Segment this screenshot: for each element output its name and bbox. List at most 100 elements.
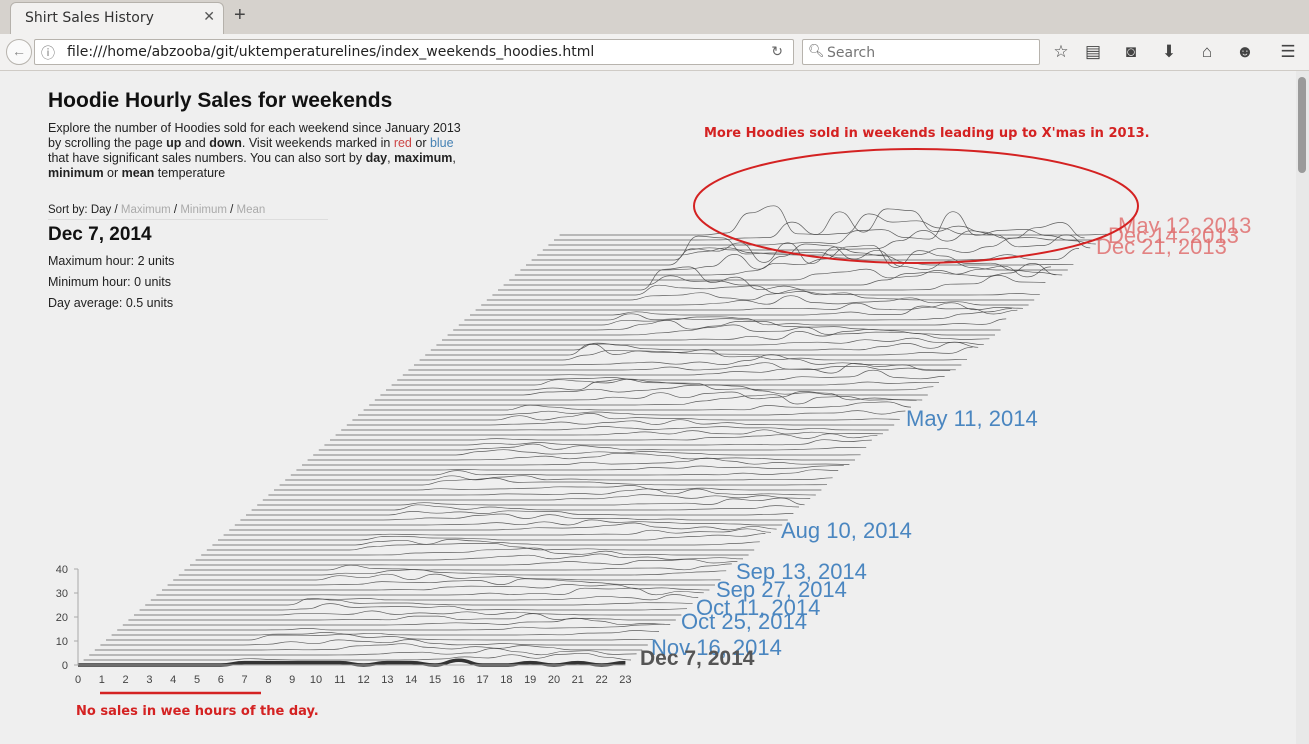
- y-tick-label: 20: [56, 612, 68, 624]
- ridge-line: [335, 429, 884, 436]
- ridge-line: [414, 354, 962, 366]
- close-icon[interactable]: ✕: [203, 8, 215, 24]
- scrollbar-thumb[interactable]: [1298, 77, 1306, 173]
- ridge-line: [290, 469, 839, 476]
- ridge-line: [285, 475, 833, 481]
- ridge-line: [111, 630, 660, 636]
- date-label[interactable]: Sep 13, 2014: [736, 559, 867, 584]
- y-tick-label: 0: [62, 660, 68, 672]
- ridge-line: [324, 439, 872, 446]
- url-text[interactable]: file:///home/abzooba/git/uktemperatureli…: [67, 44, 595, 60]
- url-bar[interactable]: ⓘ file:///home/abzooba/git/uktemperature…: [34, 39, 794, 65]
- intro-text: Explore the number of Hoodies sold for e…: [48, 121, 461, 180]
- ridge-line: [470, 305, 1018, 316]
- date-label[interactable]: Dec 21, 2013: [1096, 234, 1227, 259]
- search-box[interactable]: 🔍︎: [802, 39, 1040, 65]
- emoji-icon[interactable]: ☻: [1236, 42, 1254, 61]
- x-tick-label: 11: [334, 674, 345, 686]
- x-tick-label: 19: [524, 674, 536, 686]
- ridge-line: [352, 413, 900, 421]
- ridge-line: [559, 205, 1108, 236]
- ridge-line: [453, 320, 1001, 331]
- ridge-line: [201, 547, 749, 556]
- reload-icon[interactable]: ↻: [771, 43, 783, 59]
- menu-icon[interactable]: ☰: [1280, 42, 1296, 61]
- y-tick-label: 30: [56, 588, 68, 600]
- info-icon[interactable]: ⓘ: [41, 45, 55, 61]
- sort-maximum[interactable]: Maximum: [120, 204, 171, 216]
- annotation-bottom: No sales in wee hours of the day.: [76, 704, 319, 719]
- ridge-line: [117, 623, 665, 631]
- ridge-line: [268, 488, 816, 496]
- ridge-line: [525, 242, 1074, 266]
- ridge-line: [509, 263, 1057, 281]
- search-input[interactable]: [825, 41, 1039, 65]
- ridge-line: [537, 222, 1085, 256]
- nav-bar: ← ⓘ file:///home/abzooba/git/uktemperatu…: [0, 34, 1309, 71]
- tab-shirt-sales[interactable]: Shirt Sales History ✕: [10, 2, 224, 34]
- x-tick-label: 2: [123, 674, 129, 686]
- x-tick-label: 7: [242, 674, 248, 686]
- ridge-line: [442, 328, 990, 341]
- x-tick-label: 17: [476, 674, 488, 686]
- date-label[interactable]: Dec 7, 2014: [640, 647, 755, 670]
- ridge-line: [189, 558, 738, 566]
- date-label[interactable]: Dec 14, 2013: [1108, 223, 1239, 248]
- ridge-line: [503, 265, 1052, 286]
- ridge-line: [430, 341, 979, 351]
- date-label[interactable]: Oct 25, 2014: [681, 609, 807, 634]
- ridge-line: [464, 308, 1012, 321]
- back-arrow-icon[interactable]: ←: [6, 39, 32, 65]
- plus-icon[interactable]: +: [234, 4, 246, 26]
- sort-controls: Sort by: Day / Maximum / Minimum / Mean: [48, 204, 328, 220]
- x-tick-label: 9: [289, 674, 295, 686]
- ridge-line: [162, 584, 710, 591]
- tab-strip: Shirt Sales History ✕ +: [0, 0, 1309, 34]
- ridge-line: [150, 594, 699, 601]
- ridge-line: [178, 569, 727, 576]
- ridge-line: [167, 578, 715, 586]
- ridge-line: [133, 610, 682, 616]
- ridge-line: [486, 289, 1035, 301]
- sort-minimum[interactable]: Minimum: [180, 204, 227, 216]
- ridge-line: [262, 494, 811, 501]
- sort-day[interactable]: Day: [90, 204, 112, 216]
- ridge-line: [397, 369, 945, 381]
- reading-list-icon[interactable]: ▤: [1084, 42, 1102, 61]
- ridge-line: [279, 477, 828, 486]
- ridge-line: [223, 528, 772, 536]
- date-label[interactable]: Sep 27, 2014: [716, 577, 847, 602]
- ridge-line: [419, 349, 968, 361]
- ridge-line: [542, 230, 1091, 251]
- home-icon[interactable]: ⌂: [1201, 42, 1213, 61]
- x-tick-label: 21: [572, 674, 584, 686]
- date-label[interactable]: Nov 16, 2014: [651, 635, 782, 660]
- ridge-line: [369, 394, 917, 406]
- ridge-line: [386, 378, 934, 391]
- date-label[interactable]: May 12, 2013: [1118, 213, 1251, 238]
- date-label[interactable]: Aug 10, 2014: [781, 518, 912, 543]
- x-tick-label: 18: [500, 674, 512, 686]
- ridge-line: [447, 324, 995, 336]
- x-tick-label: 23: [619, 674, 631, 686]
- x-tick-label: 16: [453, 674, 465, 686]
- ridge-line: [212, 539, 760, 546]
- x-tick-label: 0: [75, 674, 81, 686]
- download-icon[interactable]: ⬇: [1161, 42, 1177, 61]
- ridge-line: [229, 522, 777, 531]
- date-label[interactable]: Oct 11, 2014: [696, 595, 820, 620]
- ridge-line: [83, 652, 632, 661]
- ridge-line: [94, 643, 643, 651]
- ridge-line: [374, 391, 923, 401]
- x-tick-label: 6: [218, 674, 224, 686]
- x-tick-label: 15: [429, 674, 441, 686]
- x-tick-label: 12: [357, 674, 369, 686]
- ridge-line: [363, 401, 912, 411]
- ridge-line: [100, 639, 648, 646]
- date-label[interactable]: May 11, 2014: [906, 406, 1038, 431]
- pocket-icon[interactable]: ◙: [1125, 42, 1137, 61]
- star-icon[interactable]: ☆: [1053, 42, 1069, 61]
- sort-mean[interactable]: Mean: [236, 204, 266, 216]
- ridge-line: [346, 419, 895, 426]
- scrollbar[interactable]: [1296, 71, 1309, 744]
